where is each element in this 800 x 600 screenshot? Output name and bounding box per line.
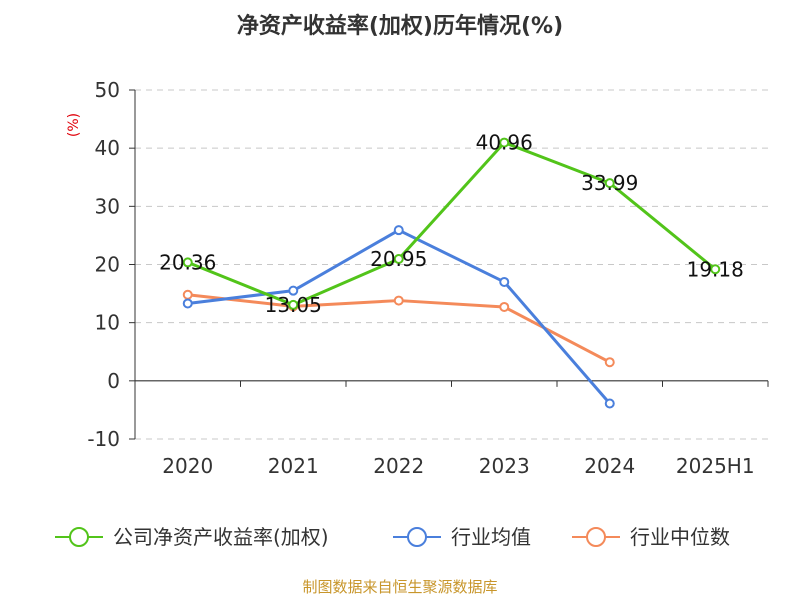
y-tick-label: 30	[95, 194, 120, 218]
axes: 50 40 30 20 10 0 -10 2020 2021 2022 2023 2024 2025H1	[87, 78, 769, 478]
series-line	[187, 141, 717, 307]
data-point	[393, 295, 404, 306]
data-point	[182, 257, 193, 268]
x-tick-label: 2020	[162, 454, 213, 478]
data-point	[604, 357, 615, 368]
series-lines	[182, 137, 721, 409]
x-tick-label: 2024	[584, 454, 635, 478]
data-point	[710, 264, 721, 275]
y-tick-label: 0	[107, 369, 120, 393]
y-tick-label: 10	[95, 311, 120, 335]
x-tick-label: 2025H1	[676, 454, 755, 478]
x-tick-label: 2022	[373, 454, 424, 478]
data-point	[499, 137, 510, 148]
x-tick-label: 2023	[479, 454, 530, 478]
y-tick-label: 50	[95, 78, 120, 102]
data-point	[288, 299, 299, 310]
data-point	[393, 253, 404, 264]
legend-swatch-marker	[586, 527, 606, 547]
data-label: 20.95	[370, 247, 427, 271]
data-point	[288, 285, 299, 296]
data-point	[182, 289, 193, 300]
y-tick-label: 40	[95, 136, 120, 160]
legend-label: 行业均值	[451, 525, 531, 549]
data-point	[182, 298, 193, 309]
data-label: 13.05	[265, 293, 322, 317]
data-label: 33.99	[581, 171, 638, 195]
legend-swatch-marker	[407, 527, 427, 547]
data-point	[604, 398, 615, 409]
data-label: 20.36	[159, 250, 216, 274]
x-tick-label: 2021	[268, 454, 319, 478]
legend-label: 公司净资产收益率(加权)	[113, 525, 329, 549]
legend[interactable]: 公司净资产收益率(加权) 行业均值 行业中位数	[55, 525, 730, 549]
data-point	[604, 178, 615, 189]
chart-title: 净资产收益率(加权)历年情况(%)	[237, 13, 563, 39]
data-label: 19.18	[687, 257, 744, 281]
data-point	[499, 301, 510, 312]
data-label: 40.96	[476, 131, 533, 155]
legend-swatch-marker	[69, 527, 89, 547]
data-point	[499, 276, 510, 287]
data-labels: 20.36 13.05 20.95 40.96 33.99 19.18	[159, 131, 744, 317]
data-point	[393, 225, 404, 236]
y-tick-label: 20	[95, 253, 120, 277]
legend-label: 行业中位数	[630, 525, 730, 549]
y-tick-label: -10	[87, 427, 120, 451]
source-note: 制图数据来自恒生聚源数据库	[302, 578, 497, 596]
y-axis-unit: (%)	[66, 113, 82, 137]
